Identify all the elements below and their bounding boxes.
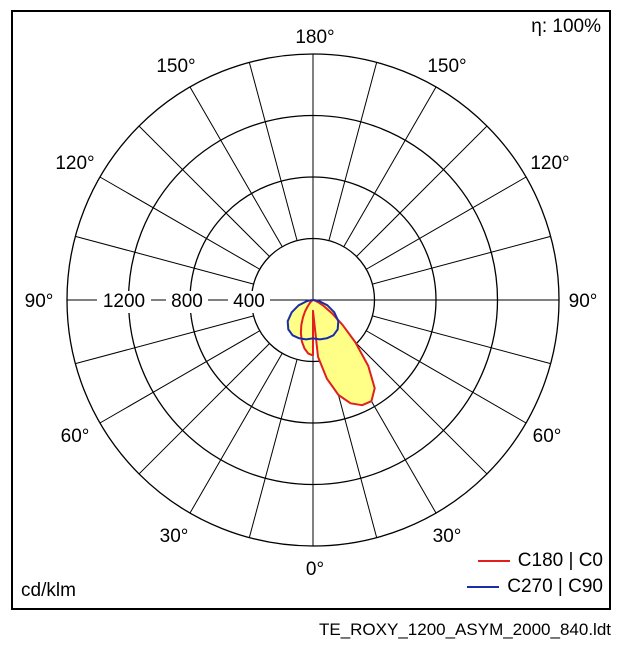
angle-label-30-left: 30° bbox=[160, 526, 189, 547]
angle-label-60-left: 60° bbox=[61, 426, 90, 447]
grid-spoke-225 bbox=[138, 125, 270, 257]
grid-spoke-150 bbox=[343, 86, 437, 247]
angle-label-150-right: 150° bbox=[427, 56, 466, 77]
angle-label-120-left: 120° bbox=[55, 153, 94, 174]
grid-spoke-165 bbox=[328, 62, 378, 241]
legend-label-c180-c0: C180 | C0 bbox=[517, 550, 603, 571]
grid-spoke-345 bbox=[248, 359, 298, 538]
polar-chart-frame: 180° 150° 150° 120° 120° 90° 90° 60° 60°… bbox=[11, 10, 611, 610]
radial-label-1200: 1200 bbox=[103, 291, 145, 312]
grid-spoke-105 bbox=[372, 235, 551, 285]
grid-spoke-120 bbox=[366, 176, 527, 270]
luminous-intensity-curves bbox=[286, 299, 376, 407]
grid-spoke-195 bbox=[248, 62, 298, 241]
grid-spoke-45 bbox=[356, 343, 488, 475]
grid-spoke-210 bbox=[189, 86, 283, 247]
efficiency-label: η: 100% bbox=[531, 16, 601, 37]
grid-spoke-285 bbox=[75, 315, 254, 365]
grid-spoke-330 bbox=[189, 353, 283, 514]
angle-label-60-right: 60° bbox=[533, 426, 562, 447]
radial-label-bg-1200 bbox=[97, 291, 151, 313]
radial-label-bg-800 bbox=[166, 291, 208, 313]
radial-label-bg-400 bbox=[228, 291, 270, 313]
curve-c270-c90-line bbox=[286, 299, 340, 341]
unit-label: cd/klm bbox=[21, 580, 76, 601]
legend-label-c270-c90: C270 | C90 bbox=[507, 576, 603, 597]
legend-swatch-c270-c90 bbox=[467, 586, 500, 588]
legend-item-c270-c90: C270 | C90 bbox=[467, 574, 603, 600]
angle-label-150-left: 150° bbox=[156, 56, 195, 77]
angle-label-90-left: 90° bbox=[25, 291, 54, 312]
chart-legend: C180 | C0 C270 | C90 bbox=[467, 548, 603, 600]
angle-label-90-right: 90° bbox=[569, 291, 598, 312]
legend-item-c180-c0: C180 | C0 bbox=[467, 548, 603, 574]
polar-grid bbox=[66, 53, 560, 547]
grid-spoke-135 bbox=[356, 125, 488, 257]
angle-label-120-right: 120° bbox=[530, 153, 569, 174]
grid-spoke-240 bbox=[99, 176, 260, 270]
file-name-label: TE_ROXY_1200_ASYM_2000_840.ldt bbox=[318, 620, 611, 639]
grid-spoke-75 bbox=[372, 315, 551, 365]
angle-label-0: 0° bbox=[306, 559, 324, 580]
grid-spoke-60 bbox=[366, 330, 527, 424]
grid-spoke-255 bbox=[75, 235, 254, 285]
polar-labels: 180° 150° 150° 120° 120° 90° 90° 60° 60°… bbox=[25, 27, 598, 580]
polar-diagram: 180° 150° 150° 120° 120° 90° 90° 60° 60°… bbox=[25, 27, 598, 580]
radial-label-400: 400 bbox=[233, 291, 265, 312]
legend-swatch-c180-c0 bbox=[477, 560, 510, 562]
radial-label-800: 800 bbox=[171, 291, 203, 312]
grid-spoke-315 bbox=[138, 343, 270, 475]
angle-label-30-right: 30° bbox=[433, 526, 462, 547]
grid-spoke-300 bbox=[99, 330, 260, 424]
angle-label-180: 180° bbox=[295, 27, 334, 48]
